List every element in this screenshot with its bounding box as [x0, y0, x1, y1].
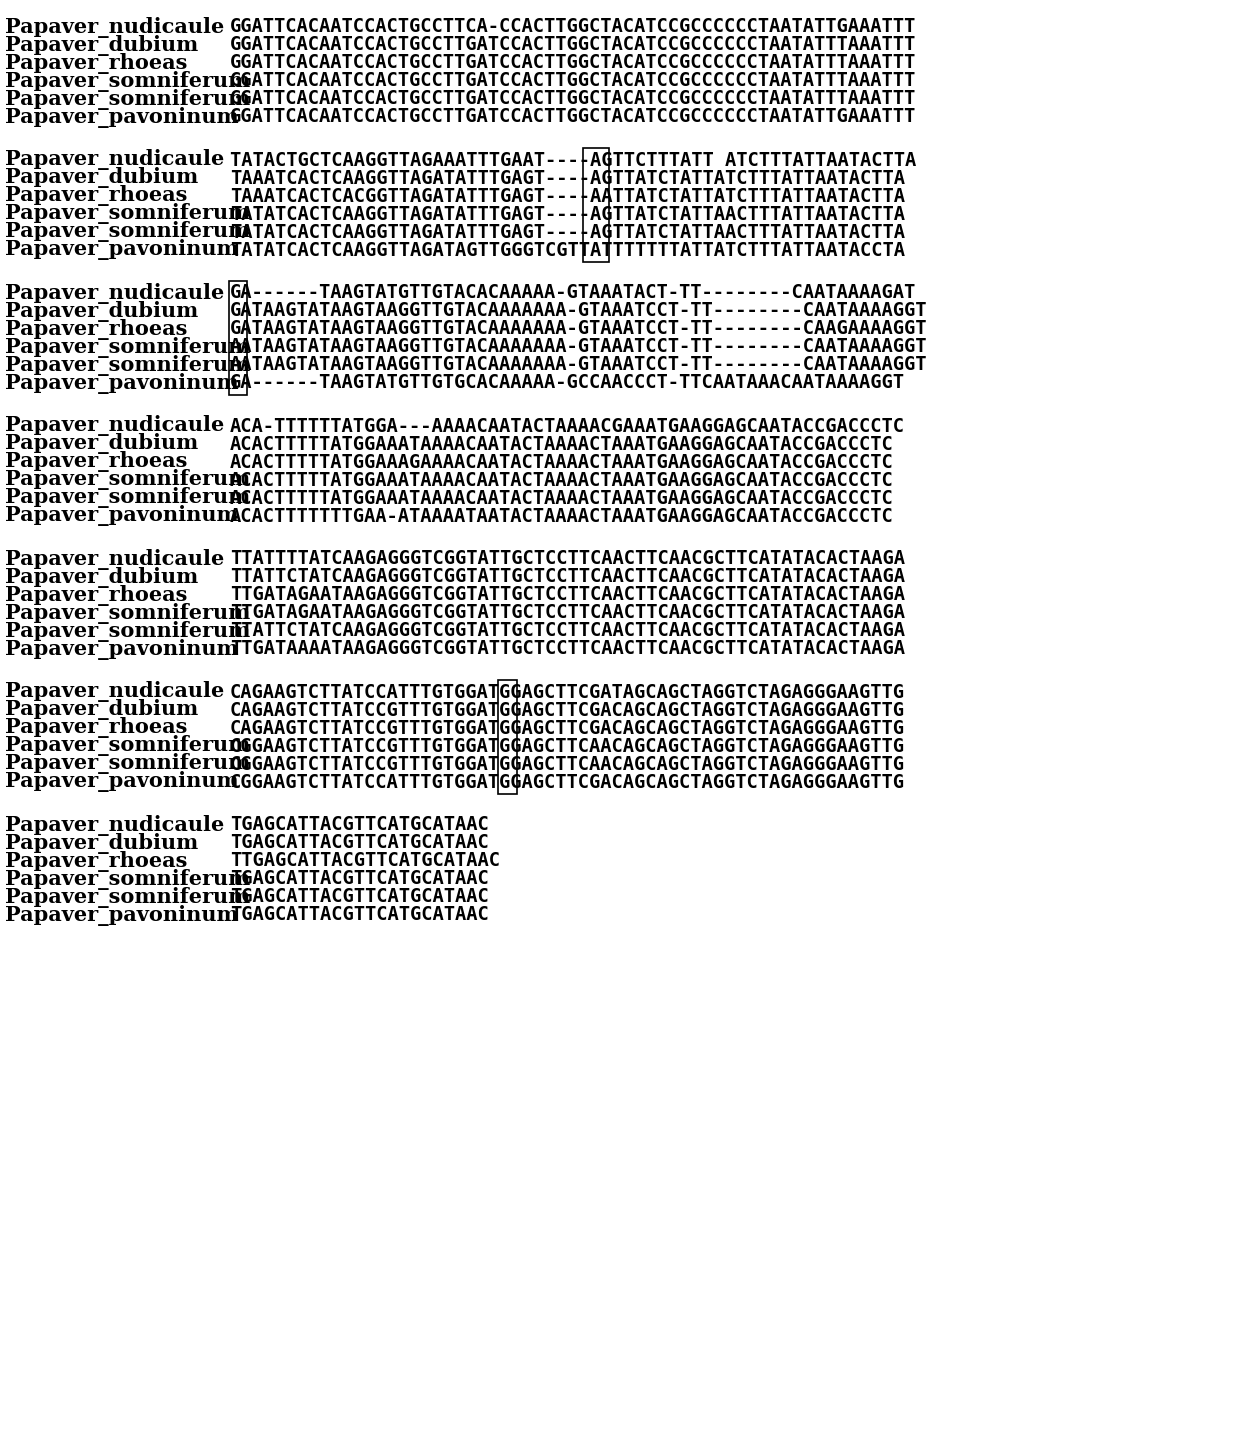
Text: TATATCACTCAAGGTTAGATAGTTGGGTCGTTATTTTTTTATTATCTTTATTAATACCTA: TATATCACTCAAGGTTAGATAGTTGGGTCGTTATTTTTTT…	[229, 240, 905, 260]
Text: Papaver_nudicaule: Papaver_nudicaule	[5, 416, 224, 436]
Text: Papaver_pavoninum: Papaver_pavoninum	[5, 240, 238, 260]
Text: Papaver_somniferum: Papaver_somniferum	[5, 470, 250, 490]
Text: TGAGCATTACGTTCATGCATAAC: TGAGCATTACGTTCATGCATAAC	[229, 815, 489, 835]
Text: TTATTCTATCAAGAGGGTCGGTATTGCTCCTTCAACTTCAACGCTTCATATACACTAAGA: TTATTCTATCAAGAGGGTCGGTATTGCTCCTTCAACTTCA…	[229, 621, 905, 640]
Text: Papaver_somniferum: Papaver_somniferum	[5, 487, 250, 509]
Bar	[498, 681, 517, 793]
Text: Papaver_dubium: Papaver_dubium	[5, 699, 198, 721]
Text: TATATCACTCAAGGTTAGATATTTGAGT----AGTTATCTATTAACTTTATTAATACTTA: TATATCACTCAAGGTTAGATATTTGAGT----AGTTATCT…	[229, 223, 905, 241]
Text: TTGATAGAATAAGAGGGTCGGTATTGCTCCTTCAACTTCAACGCTTCATATACACTAAGA: TTGATAGAATAAGAGGGTCGGTATTGCTCCTTCAACTTCA…	[229, 585, 905, 604]
Text: Papaver_dubium: Papaver_dubium	[5, 35, 198, 55]
Text: TTGATAGAATAAGAGGGTCGGTATTGCTCCTTCAACTTCAACGCTTCATATACACTAAGA: TTGATAGAATAAGAGGGTCGGTATTGCTCCTTCAACTTCA…	[229, 604, 905, 623]
Text: Papaver_somniferum: Papaver_somniferum	[5, 204, 250, 224]
Text: ACACTTTTTTTGAA-ATAAAATAATACTAAAACTAAATGAAGGAGCAATACCGACCCTC: ACACTTTTTTTGAA-ATAAAATAATACTAAAACTAAATGA…	[229, 507, 894, 526]
Text: GGATTCACAATCCACTGCCTTGATCCACTTGGCTACATCCGCCCCCCTAATATTGAAATTT: GGATTCACAATCCACTGCCTTGATCCACTTGGCTACATCC…	[229, 107, 916, 127]
Text: TATATCACTCAAGGTTAGATATTTGAGT----AGTTATCTATTAACTTTATTAATACTTA: TATATCACTCAAGGTTAGATATTTGAGT----AGTTATCT…	[229, 205, 905, 224]
Text: TAAATCACTCAAGGTTAGATATTTGAGT----AGTTATCTATTATCTTTATTAATACTTA: TAAATCACTCAAGGTTAGATATTTGAGT----AGTTATCT…	[229, 169, 905, 188]
Text: Papaver_somniferum: Papaver_somniferum	[5, 221, 250, 243]
Text: GATAAGTATAAGTAAGGTTGTACAAAAAAA-GTAAATCCT-TT--------CAATAAAAGGT: GATAAGTATAAGTAAGGTTGTACAAAAAAA-GTAAATCCT…	[229, 302, 928, 321]
Text: ACACTTTTTATGGAAATAAAACAATACTAAAACTAAATGAAGGAGCAATACCGACCCTC: ACACTTTTTATGGAAATAAAACAATACTAAAACTAAATGA…	[229, 488, 894, 507]
Text: TAAATCACTCACGGTTAGATATTTGAGT----AATTATCTATTATCTTTATTAATACTTA: TAAATCACTCACGGTTAGATATTTGAGT----AATTATCT…	[229, 186, 905, 205]
Bar	[583, 149, 609, 262]
Text: AATAAGTATAAGTAAGGTTGTACAAAAAAA-GTAAATCCT-TT--------CAATAAAAGGT: AATAAGTATAAGTAAGGTTGTACAAAAAAA-GTAAATCCT…	[229, 355, 928, 374]
Text: GA------TAAGTATGTTGTGCACAAAAA-GCCAACCCT-TTCAATAAACAATAAAAGGT: GA------TAAGTATGTTGTGCACAAAAA-GCCAACCCT-…	[229, 373, 905, 393]
Text: GATAAGTATAAGTAAGGTTGTACAAAAAAA-GTAAATCCT-TT--------CAAGAAAAGGT: GATAAGTATAAGTAAGGTTGTACAAAAAAA-GTAAATCCT…	[229, 319, 928, 338]
Text: CGGAAGTCTTATCCGTTTGTGGATGGAGCTTCAACAGCAGCTAGGTCTAGAGGGAAGTTG: CGGAAGTCTTATCCGTTTGTGGATGGAGCTTCAACAGCAG…	[229, 737, 905, 756]
Text: ACACTTTTTATGGAAATAAAACAATACTAAAACTAAATGAAGGAGCAATACCGACCCTC: ACACTTTTTATGGAAATAAAACAATACTAAAACTAAATGA…	[229, 471, 894, 490]
Text: TTGATAAAATAAGAGGGTCGGTATTGCTCCTTCAACTTCAACGCTTCATATACACTAAGA: TTGATAAAATAAGAGGGTCGGTATTGCTCCTTCAACTTCA…	[229, 640, 905, 659]
Text: TATACTGCTCAAGGTTAGAAATTTGAAT----AGTTCTTTATT ATCTTTATTAATACTTA: TATACTGCTCAAGGTTAGAAATTTGAAT----AGTTCTTT…	[229, 150, 916, 169]
Text: GGATTCACAATCCACTGCCTTGATCCACTTGGCTACATCCGCCCCCCTAATATTTAAATTT: GGATTCACAATCCACTGCCTTGATCCACTTGGCTACATCC…	[229, 36, 916, 55]
Text: GGATTCACAATCCACTGCCTTGATCCACTTGGCTACATCCGCCCCCCTAATATTTAAATTT: GGATTCACAATCCACTGCCTTGATCCACTTGGCTACATCC…	[229, 71, 916, 91]
Text: Papaver_dubium: Papaver_dubium	[5, 168, 198, 188]
Bar	[229, 282, 247, 394]
Text: Papaver_pavoninum: Papaver_pavoninum	[5, 772, 238, 792]
Text: Papaver_somniferum: Papaver_somniferum	[5, 71, 250, 91]
Text: GGATTCACAATCCACTGCCTTCA-CCACTTGGCTACATCCGCCCCCCTAATATTGAAATTT: GGATTCACAATCCACTGCCTTCA-CCACTTGGCTACATCC…	[229, 17, 916, 36]
Text: Papaver_rhoeas: Papaver_rhoeas	[5, 451, 187, 473]
Text: Papaver_somniferum: Papaver_somniferum	[5, 753, 250, 775]
Text: Papaver_dubium: Papaver_dubium	[5, 301, 198, 321]
Text: TGAGCATTACGTTCATGCATAAC: TGAGCATTACGTTCATGCATAAC	[229, 870, 489, 889]
Text: TGAGCATTACGTTCATGCATAAC: TGAGCATTACGTTCATGCATAAC	[229, 887, 489, 906]
Text: Papaver_nudicaule: Papaver_nudicaule	[5, 549, 224, 569]
Text: ACACTTTTTATGGAAATAAAACAATACTAAAACTAAATGAAGGAGCAATACCGACCCTC: ACACTTTTTATGGAAATAAAACAATACTAAAACTAAATGA…	[229, 435, 894, 454]
Text: Papaver_pavoninum: Papaver_pavoninum	[5, 107, 238, 127]
Text: Papaver_dubium: Papaver_dubium	[5, 832, 198, 854]
Text: Papaver_rhoeas: Papaver_rhoeas	[5, 851, 187, 871]
Text: GGATTCACAATCCACTGCCTTGATCCACTTGGCTACATCCGCCCCCCTAATATTTAAATTT: GGATTCACAATCCACTGCCTTGATCCACTTGGCTACATCC…	[229, 53, 916, 72]
Text: ACA-TTTTTTATGGA---AAAACAATACTAAAACGAAATGAAGGAGCAATACCGACCCTC: ACA-TTTTTTATGGA---AAAACAATACTAAAACGAAATG…	[229, 416, 905, 435]
Text: Papaver_pavoninum: Papaver_pavoninum	[5, 905, 238, 925]
Text: Papaver_pavoninum: Papaver_pavoninum	[5, 506, 238, 526]
Text: Papaver_nudicaule: Papaver_nudicaule	[5, 682, 224, 702]
Text: Papaver_nudicaule: Papaver_nudicaule	[5, 283, 224, 303]
Text: Papaver_nudicaule: Papaver_nudicaule	[5, 16, 224, 38]
Text: TTATTTTATCAAGAGGGTCGGTATTGCTCCTTCAACTTCAACGCTTCATATACACTAAGA: TTATTTTATCAAGAGGGTCGGTATTGCTCCTTCAACTTCA…	[229, 549, 905, 568]
Text: TGAGCATTACGTTCATGCATAAC: TGAGCATTACGTTCATGCATAAC	[229, 906, 489, 925]
Text: ACACTTTTTATGGAAAGAAAACAATACTAAAACTAAATGAAGGAGCAATACCGACCCTC: ACACTTTTTATGGAAAGAAAACAATACTAAAACTAAATGA…	[229, 452, 894, 471]
Text: CAGAAGTCTTATCCATTTGTGGATGGAGCTTCGATAGCAGCTAGGTCTAGAGGGAAGTTG: CAGAAGTCTTATCCATTTGTGGATGGAGCTTCGATAGCAG…	[229, 682, 905, 701]
Text: Papaver_somniferum: Papaver_somniferum	[5, 736, 250, 757]
Text: TGAGCATTACGTTCATGCATAAC: TGAGCATTACGTTCATGCATAAC	[229, 834, 489, 853]
Text: Papaver_rhoeas: Papaver_rhoeas	[5, 185, 187, 207]
Text: Papaver_somniferum: Papaver_somniferum	[5, 88, 250, 110]
Text: Papaver_dubium: Papaver_dubium	[5, 566, 198, 588]
Text: Papaver_pavoninum: Papaver_pavoninum	[5, 373, 238, 393]
Text: GGATTCACAATCCACTGCCTTGATCCACTTGGCTACATCCGCCCCCCTAATATTTAAATTT: GGATTCACAATCCACTGCCTTGATCCACTTGGCTACATCC…	[229, 90, 916, 108]
Text: Papaver_rhoeas: Papaver_rhoeas	[5, 584, 187, 605]
Text: Papaver_somniferum: Papaver_somniferum	[5, 620, 250, 642]
Text: Papaver_rhoeas: Papaver_rhoeas	[5, 52, 187, 74]
Text: CAGAAGTCTTATCCGTTTGTGGATGGAGCTTCGACAGCAGCTAGGTCTAGAGGGAAGTTG: CAGAAGTCTTATCCGTTTGTGGATGGAGCTTCGACAGCAG…	[229, 718, 905, 737]
Text: Papaver_somniferum: Papaver_somniferum	[5, 868, 250, 890]
Text: GA------TAAGTATGTTGTACACAAAAA-GTAAATACT-TT--------CAATAAAAGAT: GA------TAAGTATGTTGTACACAAAAA-GTAAATACT-…	[229, 283, 916, 302]
Text: TTGAGCATTACGTTCATGCATAAC: TTGAGCATTACGTTCATGCATAAC	[229, 851, 500, 870]
Text: Papaver_rhoeas: Papaver_rhoeas	[5, 718, 187, 738]
Text: CGGAAGTCTTATCCATTTGTGGATGGAGCTTCGACAGCAGCTAGGTCTAGAGGGAAGTTG: CGGAAGTCTTATCCATTTGTGGATGGAGCTTCGACAGCAG…	[229, 773, 905, 792]
Text: CGGAAGTCTTATCCGTTTGTGGATGGAGCTTCAACAGCAGCTAGGTCTAGAGGGAAGTTG: CGGAAGTCTTATCCGTTTGTGGATGGAGCTTCAACAGCAG…	[229, 754, 905, 773]
Text: TTATTCTATCAAGAGGGTCGGTATTGCTCCTTCAACTTCAACGCTTCATATACACTAAGA: TTATTCTATCAAGAGGGTCGGTATTGCTCCTTCAACTTCA…	[229, 568, 905, 587]
Text: Papaver_dubium: Papaver_dubium	[5, 434, 198, 455]
Text: Papaver_somniferum: Papaver_somniferum	[5, 886, 250, 907]
Text: AATAAGTATAAGTAAGGTTGTACAAAAAAA-GTAAATCCT-TT--------CAATAAAAGGT: AATAAGTATAAGTAAGGTTGTACAAAAAAA-GTAAATCCT…	[229, 338, 928, 357]
Text: Papaver_somniferum: Papaver_somniferum	[5, 354, 250, 376]
Text: Papaver_nudicaule: Papaver_nudicaule	[5, 149, 224, 171]
Text: Papaver_somniferum: Papaver_somniferum	[5, 337, 250, 357]
Text: Papaver_somniferum: Papaver_somniferum	[5, 603, 250, 623]
Text: Papaver_rhoeas: Papaver_rhoeas	[5, 318, 187, 340]
Text: CAGAAGTCTTATCCGTTTGTGGATGGAGCTTCGACAGCAGCTAGGTCTAGAGGGAAGTTG: CAGAAGTCTTATCCGTTTGTGGATGGAGCTTCGACAGCAG…	[229, 701, 905, 720]
Text: Papaver_nudicaule: Papaver_nudicaule	[5, 815, 224, 835]
Text: Papaver_pavoninum: Papaver_pavoninum	[5, 639, 238, 659]
